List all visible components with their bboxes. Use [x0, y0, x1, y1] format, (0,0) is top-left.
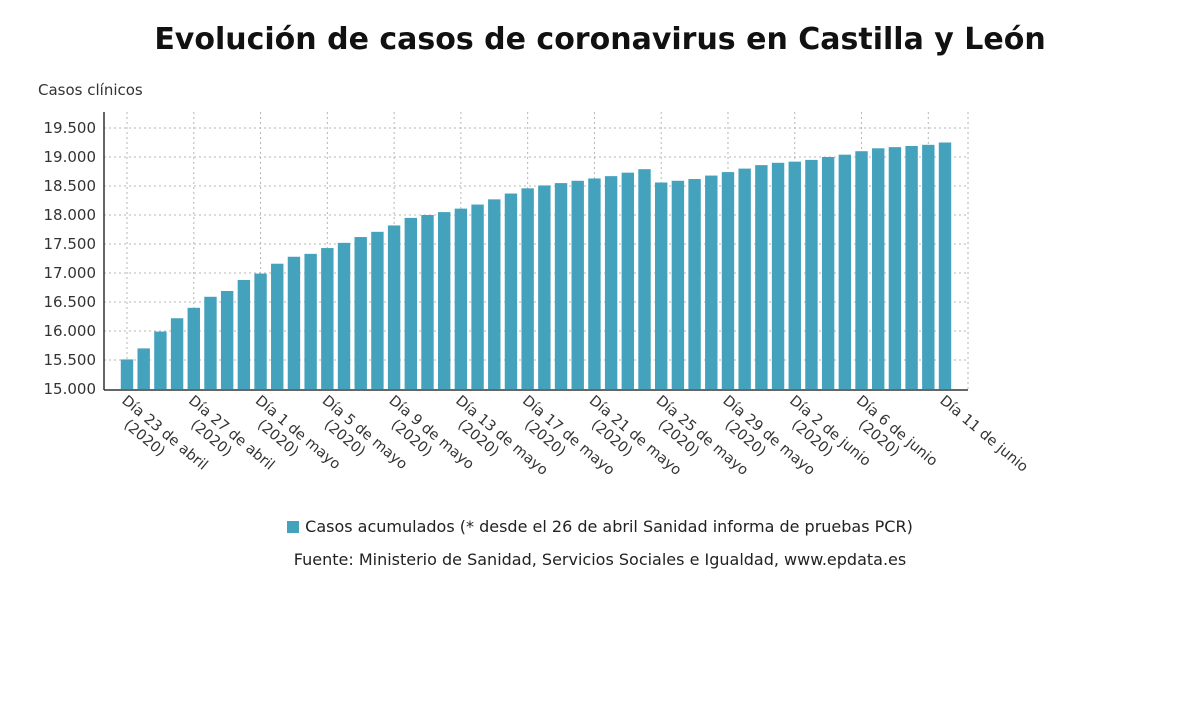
bar [287, 256, 301, 389]
legend-swatch [287, 521, 300, 533]
bar [271, 263, 284, 389]
bar [872, 148, 885, 389]
bar [738, 168, 751, 389]
bar [170, 318, 184, 389]
bar [454, 208, 468, 389]
bar [187, 307, 200, 389]
y-tick-label: 17.000 [44, 264, 97, 282]
bar [437, 212, 451, 389]
bar [220, 290, 234, 389]
bar [705, 175, 718, 389]
bar [755, 165, 768, 389]
chart-title: Evolución de casos de coronavirus en Cas… [154, 22, 1046, 57]
bar [304, 253, 317, 389]
bar [554, 183, 568, 389]
bar [337, 242, 351, 389]
bar [538, 185, 551, 389]
x-tick-labels: Día 23 de abril(2020) Día 27 de abril(202… [118, 393, 1030, 479]
bar [821, 157, 835, 389]
bar [237, 279, 251, 389]
bars [120, 142, 952, 389]
bar [421, 215, 434, 389]
bar [938, 142, 952, 389]
bar [354, 237, 367, 389]
bar [855, 151, 868, 389]
x-tick-label: Día 6 de junio(2020) [853, 393, 940, 470]
bar [688, 179, 701, 389]
y-tick-label: 18.500 [44, 177, 97, 195]
y-tick-labels: 15.000 15.500 16.000 16.500 17.000 17.500 18.0… [44, 119, 97, 398]
bar [504, 193, 518, 389]
bar [671, 180, 685, 389]
y-tick-label: 15.000 [44, 380, 97, 398]
bar [788, 161, 801, 389]
y-tick-label: 16.000 [44, 322, 97, 340]
bar [154, 331, 167, 389]
y-tick-label: 19.000 [44, 148, 97, 166]
x-tick-label: Día 11 de junio [936, 393, 1030, 476]
bar [838, 154, 852, 389]
bar [588, 178, 601, 389]
y-tick-label: 17.500 [44, 235, 97, 253]
bar [321, 248, 334, 389]
bar [922, 144, 935, 389]
source-note: Fuente: Ministerio de Sanidad, Servicios… [293, 550, 907, 569]
y-tick-label: 19.500 [44, 119, 97, 137]
bar [888, 147, 902, 389]
bar [721, 172, 735, 389]
bar [905, 145, 918, 389]
bar [805, 159, 818, 389]
bar [120, 359, 134, 389]
y-axis-label: Casos clínicos [38, 81, 143, 99]
y-tick-label: 16.500 [44, 293, 97, 311]
bar [621, 172, 635, 389]
bar [371, 231, 384, 389]
y-tick-label: 18.000 [44, 206, 97, 224]
bar [771, 162, 785, 389]
y-tick-label: 15.500 [44, 351, 97, 369]
legend: Casos acumulados (* desde el 26 de abril… [0, 517, 1200, 536]
x-tick-label-line: Día 11 de junio [936, 393, 1030, 476]
bar [204, 296, 217, 389]
bar [387, 225, 401, 389]
bar [471, 204, 484, 389]
bar [571, 180, 584, 389]
bar [488, 199, 501, 389]
legend-label: Casos acumulados (* desde el 26 de abril… [305, 517, 913, 536]
axes [103, 112, 968, 391]
bar [521, 188, 534, 389]
bar [404, 217, 417, 389]
bar [604, 176, 618, 389]
bar [137, 348, 150, 389]
bar [655, 182, 668, 389]
bar [254, 273, 267, 389]
grid-lines [104, 112, 969, 389]
bar [638, 169, 651, 389]
